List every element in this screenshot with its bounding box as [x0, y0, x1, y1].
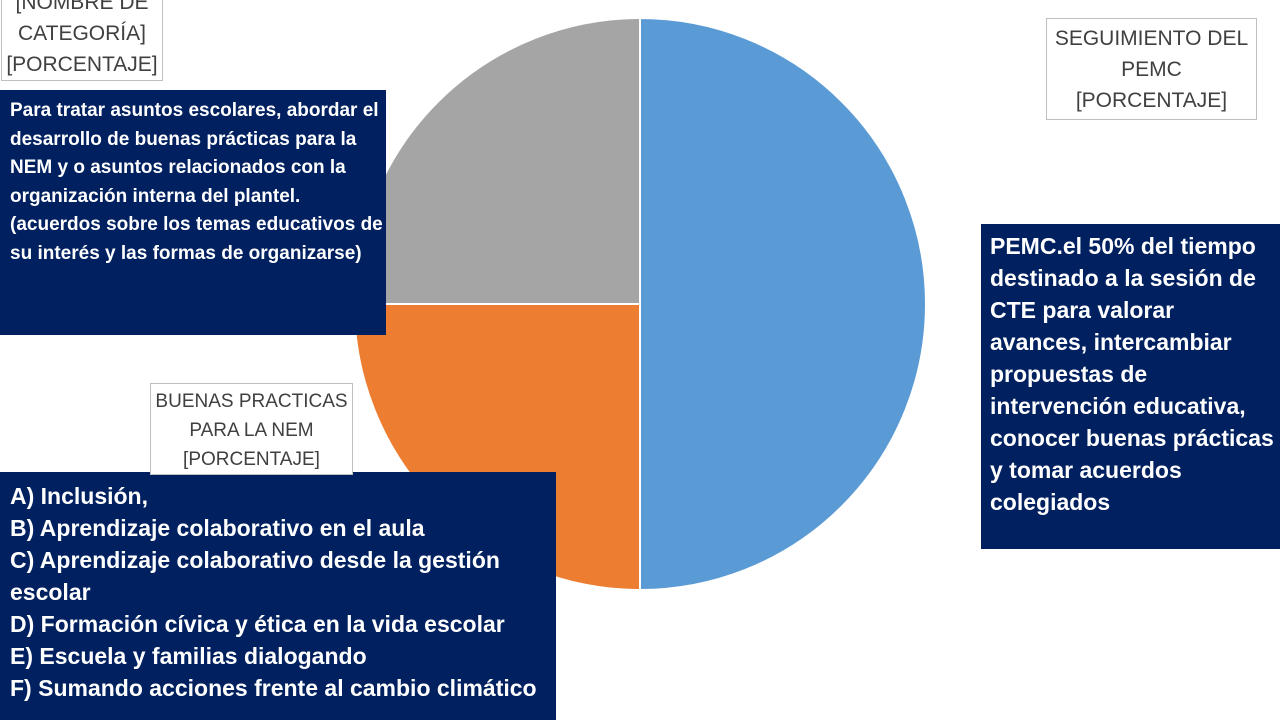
data-label-seguimiento-pemc: SEGUIMIENTO DEL PEMC [PORCENTAJE]: [1046, 18, 1257, 120]
pie-slice-2: [352, 16, 641, 305]
data-label-nombre-categoria: [NOMBRE DE CATEGORÍA] [PORCENTAJE]: [1, 0, 163, 81]
list-item: A) Inclusión,: [10, 483, 148, 509]
list-item: E) Escuela y familias dialogando: [10, 643, 367, 669]
note-pemc: PEMC.el 50% del tiempo destinado a la se…: [981, 224, 1280, 549]
note-asuntos-escolares: Para tratar asuntos escolares, abordar e…: [0, 90, 386, 335]
note-buenas-practicas-list: A) Inclusión, B) Aprendizaje colaborativ…: [0, 472, 556, 720]
data-label-buenas-practicas: BUENAS PRACTICAS PARA LA NEM [PORCENTAJE…: [150, 383, 353, 475]
list-item: C) Aprendizaje colaborativo desde la ges…: [10, 547, 500, 605]
list-item: F) Sumando acciones frente al cambio cli…: [10, 675, 537, 701]
pie-slice-0: [639, 16, 927, 592]
list-item: B) Aprendizaje colaborativo en el aula: [10, 515, 425, 541]
list-item: D) Formación cívica y ética en la vida e…: [10, 611, 505, 637]
